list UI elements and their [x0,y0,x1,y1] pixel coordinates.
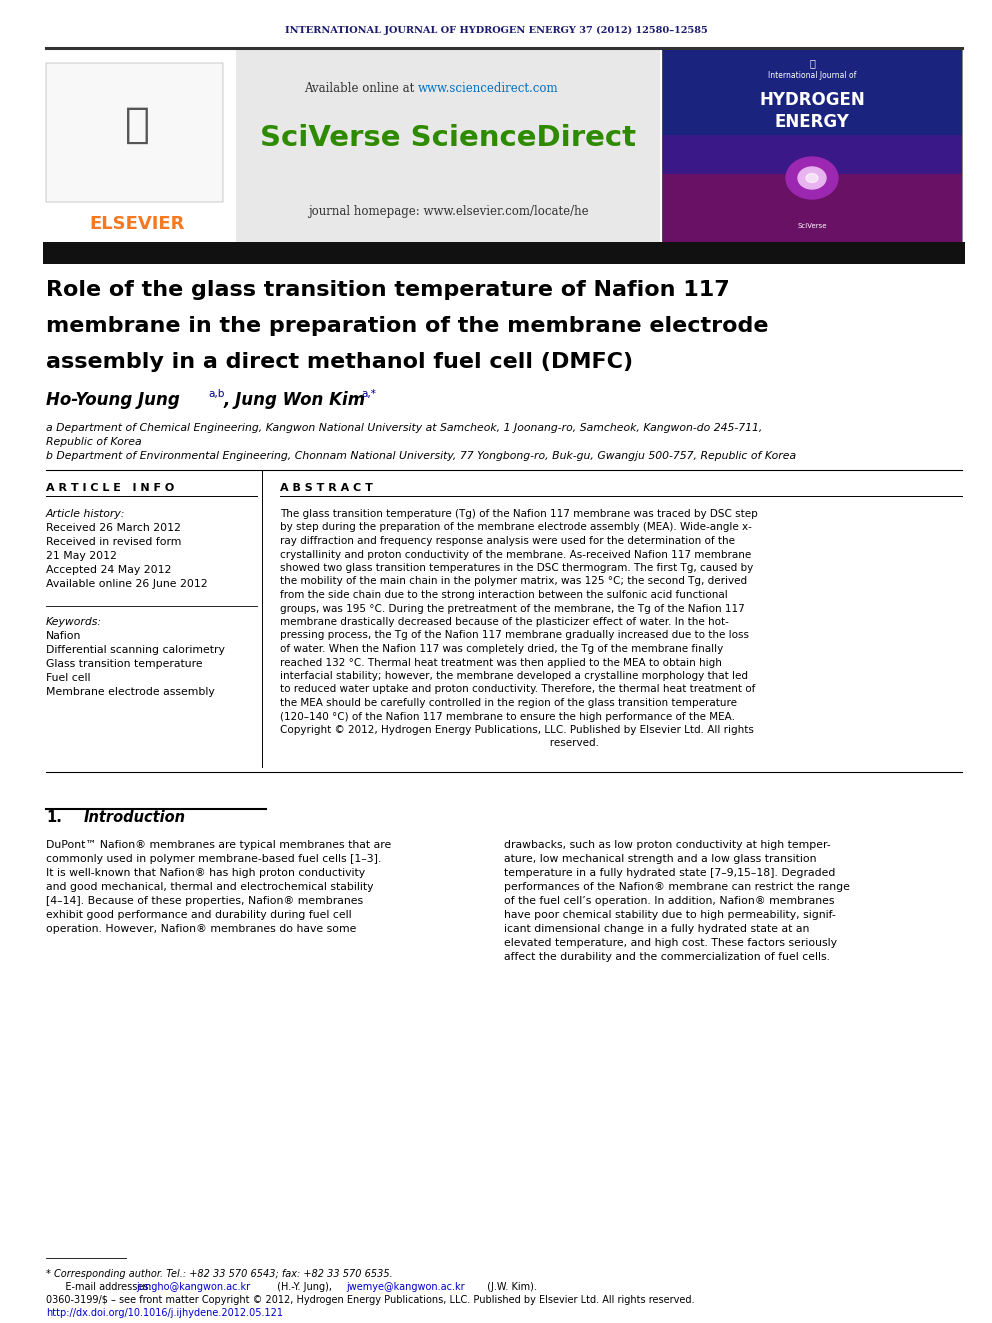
Text: SciVerse: SciVerse [798,224,826,229]
Text: It is well-known that Nafion® has high proton conductivity: It is well-known that Nafion® has high p… [46,868,365,878]
Text: operation. However, Nafion® membranes do have some: operation. However, Nafion® membranes do… [46,923,356,934]
Text: journal homepage: www.elsevier.com/locate/he: journal homepage: www.elsevier.com/locat… [308,205,588,218]
Text: commonly used in polymer membrane-based fuel cells [1–3].: commonly used in polymer membrane-based … [46,855,381,864]
Text: , Jung Won Kim: , Jung Won Kim [224,392,366,409]
Text: Membrane electrode assembly: Membrane electrode assembly [46,687,214,697]
Bar [236,48,660,242]
Text: to reduced water uptake and proton conductivity. Therefore, the thermal heat tre: to reduced water uptake and proton condu… [280,684,755,695]
Text: (J.W. Kim).: (J.W. Kim). [484,1282,537,1293]
Bar [662,48,962,242]
Text: ature, low mechanical strength and a low glass transition: ature, low mechanical strength and a low… [504,855,816,864]
Text: by step during the preparation of the membrane electrode assembly (MEA). Wide-an: by step during the preparation of the me… [280,523,752,532]
Text: membrane drastically decreased because of the plasticizer effect of water. In th: membrane drastically decreased because o… [280,617,729,627]
Text: E-mail addresses:: E-mail addresses: [56,1282,155,1293]
Text: of the fuel cell’s operation. In addition, Nafion® membranes: of the fuel cell’s operation. In additio… [504,896,834,906]
Text: Received 26 March 2012: Received 26 March 2012 [46,523,181,533]
Bar [46,64,223,202]
Text: SciVerse ScienceDirect: SciVerse ScienceDirect [260,124,636,152]
Text: interfacial stability; however, the membrane developed a crystalline morphology : interfacial stability; however, the memb… [280,671,748,681]
Text: assembly in a direct methanol fuel cell (DMFC): assembly in a direct methanol fuel cell … [46,352,633,372]
Text: showed two glass transition temperatures in the DSC thermogram. The first Tg, ca: showed two glass transition temperatures… [280,564,753,573]
Text: jungho@kangwon.ac.kr: jungho@kangwon.ac.kr [136,1282,250,1293]
Text: drawbacks, such as low proton conductivity at high temper-: drawbacks, such as low proton conductivi… [504,840,830,849]
Text: b Department of Environmental Engineering, Chonnam National University, 77 Yongb: b Department of Environmental Engineerin… [46,451,797,460]
Text: Differential scanning calorimetry: Differential scanning calorimetry [46,646,225,655]
Text: INTERNATIONAL JOURNAL OF HYDROGEN ENERGY 37 (2012) 12580–12585: INTERNATIONAL JOURNAL OF HYDROGEN ENERGY… [285,25,707,34]
Text: * Corresponding author. Tel.: +82 33 570 6543; fax: +82 33 570 6535.: * Corresponding author. Tel.: +82 33 570… [46,1269,393,1279]
Text: performances of the Nafion® membrane can restrict the range: performances of the Nafion® membrane can… [504,882,850,892]
Text: Nafion: Nafion [46,631,81,642]
Text: 1.: 1. [46,810,62,824]
Text: [4–14]. Because of these properties, Nafion® membranes: [4–14]. Because of these properties, Naf… [46,896,363,906]
Text: http://dx.doi.org/10.1016/j.ijhydene.2012.05.121: http://dx.doi.org/10.1016/j.ijhydene.201… [46,1308,283,1318]
Text: 🔷: 🔷 [809,58,815,67]
Text: 0360-3199/$ – see front matter Copyright © 2012, Hydrogen Energy Publications, L: 0360-3199/$ – see front matter Copyright… [46,1295,694,1304]
Text: reserved.: reserved. [280,738,599,749]
Text: icant dimensional change in a fully hydrated state at an: icant dimensional change in a fully hydr… [504,923,809,934]
Text: pressing process, the Tg of the Nafion 117 membrane gradually increased due to t: pressing process, the Tg of the Nafion 1… [280,631,749,640]
Text: of water. When the Nafion 117 was completely dried, the Tg of the membrane final: of water. When the Nafion 117 was comple… [280,644,723,654]
Text: International Journal of: International Journal of [768,71,856,81]
Text: membrane in the preparation of the membrane electrode: membrane in the preparation of the membr… [46,316,769,336]
Ellipse shape [786,157,838,198]
Text: affect the durability and the commercialization of fuel cells.: affect the durability and the commercial… [504,953,830,962]
Bar [662,48,962,242]
Text: Introduction: Introduction [84,810,186,824]
Text: Role of the glass transition temperature of Nafion 117: Role of the glass transition temperature… [46,280,730,300]
Text: ELSEVIER: ELSEVIER [89,216,185,233]
Text: DuPont™ Nafion® membranes are typical membranes that are: DuPont™ Nafion® membranes are typical me… [46,840,391,849]
Text: Article history:: Article history: [46,509,125,519]
Text: 21 May 2012: 21 May 2012 [46,550,117,561]
Ellipse shape [806,173,818,183]
Bar [662,135,962,242]
Text: the mobility of the main chain in the polymer matrix, was 125 °C; the second Tg,: the mobility of the main chain in the po… [280,577,747,586]
Text: elevated temperature, and high cost. These factors seriously: elevated temperature, and high cost. The… [504,938,837,949]
Text: a Department of Chemical Engineering, Kangwon National University at Samcheok, 1: a Department of Chemical Engineering, Ka… [46,423,763,433]
Text: Ho-Young Jung: Ho-Young Jung [46,392,180,409]
Text: A R T I C L E   I N F O: A R T I C L E I N F O [46,483,175,493]
Text: temperature in a fully hydrated state [7–9,15–18]. Degraded: temperature in a fully hydrated state [7… [504,868,835,878]
Text: the MEA should be carefully controlled in the region of the glass transition tem: the MEA should be carefully controlled i… [280,699,737,708]
Text: Available online at: Available online at [304,82,418,94]
Text: Keywords:: Keywords: [46,617,102,627]
Text: HYDROGEN: HYDROGEN [759,91,865,108]
Bar [662,175,962,242]
Text: a,b: a,b [208,389,224,400]
Text: groups, was 195 °C. During the pretreatment of the membrane, the Tg of the Nafio: groups, was 195 °C. During the pretreatm… [280,603,745,614]
Text: Received in revised form: Received in revised form [46,537,182,546]
Text: www.sciencedirect.com: www.sciencedirect.com [418,82,558,94]
Text: jwemye@kangwon.ac.kr: jwemye@kangwon.ac.kr [346,1282,464,1293]
Text: crystallinity and proton conductivity of the membrane. As-received Nafion 117 me: crystallinity and proton conductivity of… [280,549,751,560]
Text: A B S T R A C T: A B S T R A C T [280,483,373,493]
Text: Copyright © 2012, Hydrogen Energy Publications, LLC. Published by Elsevier Ltd. : Copyright © 2012, Hydrogen Energy Public… [280,725,754,736]
Text: exhibit good performance and durability during fuel cell: exhibit good performance and durability … [46,910,351,919]
Text: Accepted 24 May 2012: Accepted 24 May 2012 [46,565,172,576]
Text: 🌲: 🌲 [125,105,150,146]
Text: a,*: a,* [361,389,376,400]
Text: Available online 26 June 2012: Available online 26 June 2012 [46,579,207,589]
Text: Republic of Korea: Republic of Korea [46,437,142,447]
Text: have poor chemical stability due to high permeability, signif-: have poor chemical stability due to high… [504,910,835,919]
Text: and good mechanical, thermal and electrochemical stability: and good mechanical, thermal and electro… [46,882,374,892]
Text: (120–140 °C) of the Nafion 117 membrane to ensure the high performance of the ME: (120–140 °C) of the Nafion 117 membrane … [280,712,735,721]
Text: Fuel cell: Fuel cell [46,673,90,683]
Text: The glass transition temperature (Tg) of the Nafion 117 membrane was traced by D: The glass transition temperature (Tg) of… [280,509,758,519]
Text: (H.-Y. Jung),: (H.-Y. Jung), [274,1282,335,1293]
Text: reached 132 °C. Thermal heat treatment was then applied to the MEA to obtain hig: reached 132 °C. Thermal heat treatment w… [280,658,722,668]
Text: ENERGY: ENERGY [775,112,849,131]
Text: ray diffraction and frequency response analysis were used for the determination : ray diffraction and frequency response a… [280,536,735,546]
Ellipse shape [798,167,826,189]
Text: Glass transition temperature: Glass transition temperature [46,659,202,669]
Bar [43,242,965,265]
Text: from the side chain due to the strong interaction between the sulfonic acid func: from the side chain due to the strong in… [280,590,728,601]
